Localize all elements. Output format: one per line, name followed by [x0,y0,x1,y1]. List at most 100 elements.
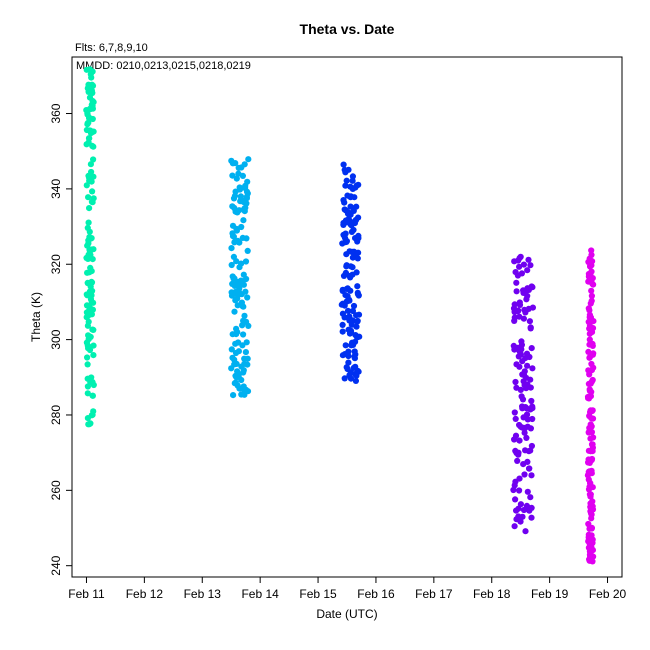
data-point [589,415,597,422]
data-point [522,528,529,535]
mmdd-note: MMDD: 0210,0213,0215,0218,0219 [76,60,251,72]
data-point [528,514,535,521]
data-point [588,287,595,294]
data-point [244,388,252,395]
data-point [242,288,249,295]
data-point [85,318,92,325]
data-point [521,368,528,375]
data-point [244,247,251,254]
data-point [590,364,597,371]
data-point [355,181,362,188]
data-point [527,384,534,391]
data-point [89,82,97,89]
data-point [347,203,354,210]
y-tick-label: 360 [49,103,63,123]
data-point [590,350,597,357]
data-point [88,168,95,176]
data-point [86,228,93,235]
data-point [588,297,595,304]
data-point [90,352,97,359]
data-point [87,161,94,168]
data-point [353,269,360,276]
data-point [87,420,94,427]
data-point [510,486,517,494]
data-point [88,74,95,81]
data-point [240,303,247,310]
data-point [90,381,97,389]
x-axis: Feb 11 Feb 12 Feb 13 Feb 14 Feb 15 Feb 16 Feb … [68,577,627,601]
data-point [515,307,522,314]
data-point [512,378,519,386]
data-point [354,255,361,262]
x-tick-label: Feb 18 [473,587,511,601]
data-point [588,251,595,258]
data-point [88,292,95,299]
data-point [588,388,595,396]
data-point [529,304,537,311]
data-point [588,292,596,299]
data-point [523,434,530,441]
data-point [524,267,531,274]
data-point [589,484,596,491]
data-point [527,425,535,432]
data-point [355,368,362,375]
data-point [585,348,592,355]
data-point [85,135,93,142]
data-point [511,409,518,416]
data-point [517,253,524,260]
data-point [235,348,242,355]
data-point [589,558,596,565]
data-point [589,498,596,505]
data-point [585,520,592,528]
data-point [511,523,518,530]
data-point [590,281,597,288]
data-point [527,324,534,331]
data-point [589,444,597,451]
data-point [88,235,95,242]
data-point [516,299,523,306]
y-tick-label: 300 [49,329,63,349]
y-tick-label: 240 [49,555,63,575]
data-point [349,307,356,315]
data-point [589,275,596,282]
data-point [245,322,252,329]
data-point [345,359,352,366]
data-point [520,315,528,322]
x-tick-label: Feb 13 [184,587,222,601]
data-point [353,323,360,330]
data-point [589,258,596,265]
data-point [525,256,532,263]
data-point [244,190,251,197]
data-point [90,246,97,253]
data-point [233,360,240,367]
data-point [355,249,362,256]
data-point [588,525,595,532]
chart-title: Theta vs. Date [300,21,395,37]
data-point [528,442,536,450]
data-point [339,321,346,328]
data-point [515,449,522,456]
data-point [355,311,363,318]
data-point [528,472,535,479]
data-point [345,348,352,355]
data-point [350,226,357,234]
data-point [513,279,520,286]
data-points [83,66,597,565]
data-point [90,326,97,333]
data-point [529,403,536,410]
data-point [512,415,519,422]
data-point [353,203,360,210]
data-point [236,207,243,214]
data-point [349,264,356,271]
data-point [240,281,247,288]
data-point [589,340,596,347]
data-point [245,156,252,163]
data-point [239,342,246,349]
data-point [590,318,597,325]
data-point [241,161,248,168]
data-point [588,511,595,518]
data-point [512,432,520,439]
data-point [228,346,235,353]
data-point [340,161,347,168]
data-point [588,429,596,436]
